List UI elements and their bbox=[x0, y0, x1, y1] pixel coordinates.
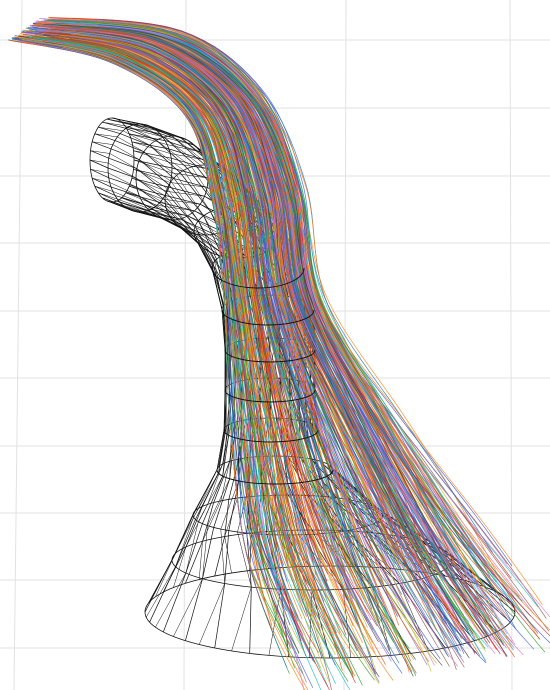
visualization bbox=[0, 0, 550, 690]
